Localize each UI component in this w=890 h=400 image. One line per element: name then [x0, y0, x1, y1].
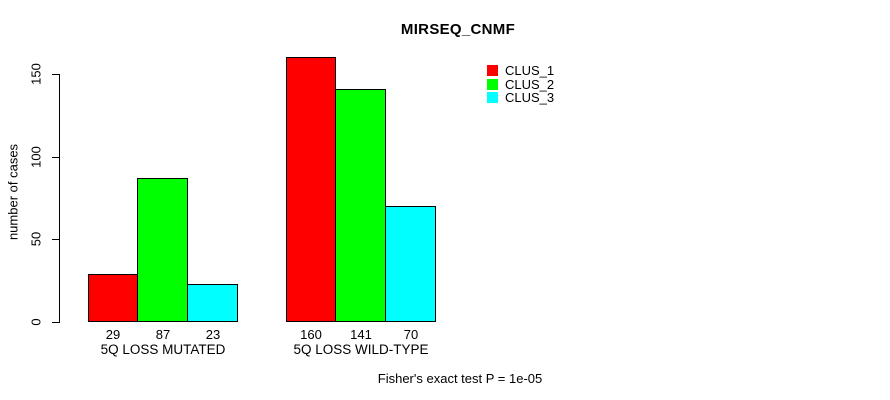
- legend-swatch: [487, 78, 498, 90]
- bar-value-label: 29: [105, 327, 121, 342]
- y-axis-tick: [52, 156, 59, 158]
- y-tick-label: 50: [28, 232, 44, 247]
- y-tick-label: 100: [28, 145, 44, 168]
- legend-item: CLUS_3: [487, 91, 554, 105]
- category-label: 5Q LOSS WILD-TYPE: [293, 342, 429, 357]
- bar: [137, 178, 188, 322]
- chart-title: MIRSEQ_CNMF: [400, 21, 516, 38]
- bar-value-label: 160: [300, 327, 322, 342]
- legend-swatch: [487, 92, 498, 104]
- bar: [286, 57, 336, 322]
- bar-value-label: 23: [205, 327, 221, 342]
- bar: [88, 274, 138, 322]
- y-axis-tick: [52, 239, 59, 241]
- bar-value-label: 141: [350, 327, 372, 342]
- y-axis-tick: [52, 74, 59, 75]
- caption: Fisher's exact test P = 1e-05: [377, 371, 543, 386]
- legend-item: CLUS_2: [487, 78, 554, 92]
- legend-label: CLUS_3: [505, 90, 555, 106]
- bar: [385, 206, 436, 322]
- y-axis: [59, 74, 60, 323]
- y-tick-label: 0: [28, 318, 44, 326]
- legend-item: CLUS_1: [487, 64, 554, 78]
- y-tick-label: 150: [28, 63, 44, 85]
- legend: CLUS_1 CLUS_2 CLUS_3: [487, 64, 554, 105]
- legend-label: CLUS_1: [505, 63, 555, 79]
- category-label: 5Q LOSS MUTATED: [100, 342, 226, 357]
- bar: [335, 88, 386, 322]
- bar: [187, 283, 238, 322]
- bar-value-label: 87: [155, 327, 171, 342]
- bar-value-label: 70: [403, 327, 419, 342]
- legend-swatch: [487, 65, 498, 77]
- legend-label: CLUS_2: [505, 76, 555, 92]
- y-axis-tick: [52, 322, 59, 323]
